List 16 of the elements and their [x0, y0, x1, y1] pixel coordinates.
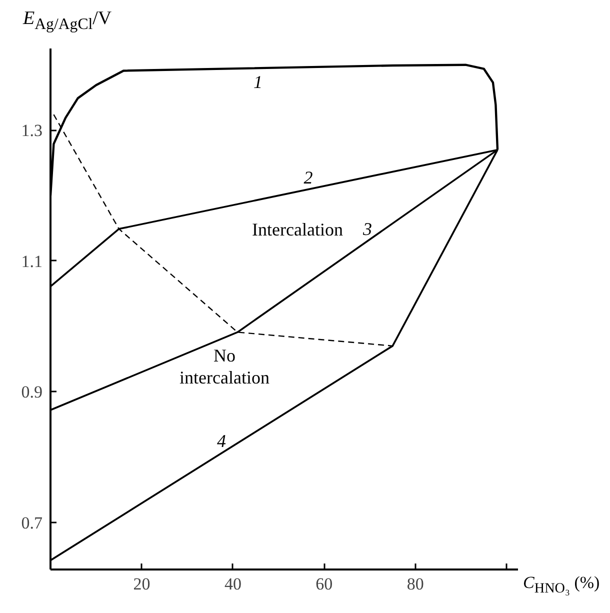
y-tick-label: 1.3	[21, 121, 42, 140]
y-axis-title: E$_{Ag/AgCl}$/V	[23, 7, 112, 35]
series-label: 4	[217, 431, 226, 452]
y-tick-label: 0.7	[21, 513, 43, 532]
series-label: 3	[362, 219, 372, 240]
x-tick-label: 80	[406, 574, 424, 594]
x-axis-title: C$_{HNO₃}$ (%)	[523, 572, 600, 599]
x-tick-label: 40	[224, 574, 242, 594]
annotation: Intercalation	[252, 220, 343, 240]
series-label: 1	[254, 72, 263, 92]
x-tick-label: 60	[316, 574, 333, 594]
y-tick-label: 0.9	[21, 382, 42, 402]
x-tick-label: 20	[133, 574, 150, 594]
series-label: 2	[304, 167, 313, 188]
annotation: No intercalation	[180, 346, 270, 388]
y-tick-label: 1.1	[21, 252, 42, 271]
